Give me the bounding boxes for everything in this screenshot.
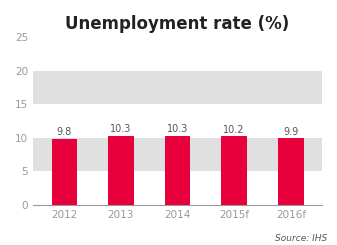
Bar (33, 138, 322, 171)
Text: 10.2: 10.2 (223, 125, 245, 135)
Bar (108, 136, 134, 205)
Text: 10.3: 10.3 (110, 124, 131, 134)
Text: Source: IHS: Source: IHS (275, 233, 327, 243)
Text: 9.8: 9.8 (57, 127, 72, 137)
Bar (165, 136, 190, 205)
Bar (221, 136, 247, 205)
Bar (33, 71, 322, 104)
Bar (52, 139, 77, 205)
Bar (278, 138, 304, 205)
Text: 10.3: 10.3 (167, 124, 188, 134)
Text: 9.9: 9.9 (283, 127, 299, 137)
Title: Unemployment rate (%): Unemployment rate (%) (65, 15, 290, 33)
